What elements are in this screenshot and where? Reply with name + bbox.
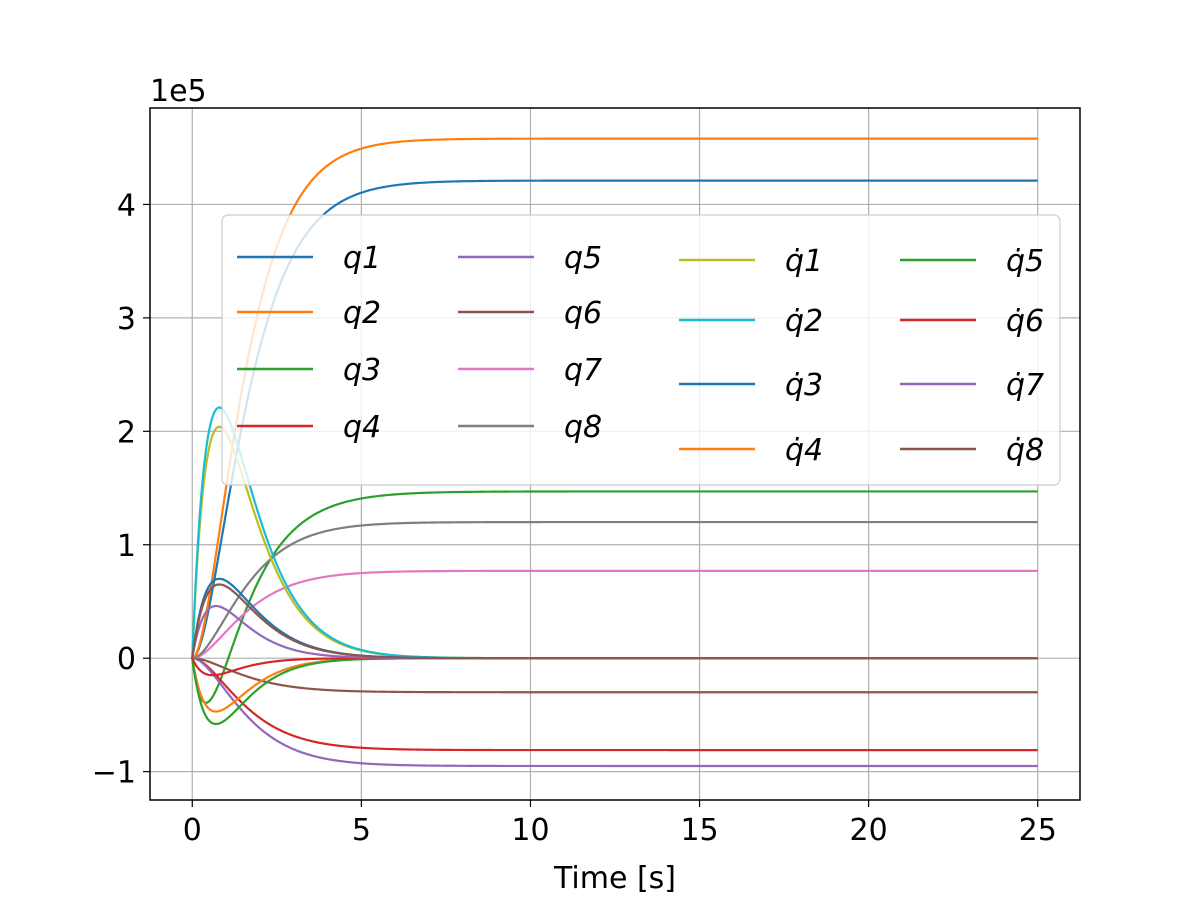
series-line bbox=[191, 657, 1038, 726]
y-tick-label: 2 bbox=[117, 415, 136, 450]
legend-label: q2 bbox=[343, 296, 381, 331]
y-tick-label: 1 bbox=[117, 529, 136, 564]
legend-label: q5 bbox=[564, 241, 602, 276]
series-line bbox=[191, 490, 1038, 704]
legend-label: q̇3 bbox=[785, 368, 823, 403]
legend-label: q8 bbox=[564, 410, 602, 445]
x-axis-ticks: 0 5 10 15 20 25 bbox=[183, 800, 1057, 848]
series-lines bbox=[191, 137, 1038, 768]
x-tick-label: 15 bbox=[680, 813, 718, 848]
series-line bbox=[192, 657, 1038, 768]
series-line bbox=[191, 577, 1038, 660]
y-axis-ticks: −1 0 1 2 3 4 bbox=[92, 188, 150, 791]
y-tick-label: 4 bbox=[117, 188, 136, 223]
legend: q1 q2 q3 q4 q5 q6 q7 q8 q̇1 q̇2 q̇3 q̇4 q̇5 q̇6 q̇7 q̇8 bbox=[221, 214, 1061, 486]
legend-label: q7 bbox=[564, 353, 602, 388]
y-tick-label: 0 bbox=[117, 642, 136, 677]
x-tick-label: 0 bbox=[183, 813, 202, 848]
legend-label: q̇6 bbox=[1006, 304, 1044, 339]
legend-label: q̇5 bbox=[1006, 244, 1044, 279]
x-tick-label: 25 bbox=[1019, 813, 1057, 848]
x-tick-label: 5 bbox=[352, 813, 371, 848]
x-tick-label: 20 bbox=[850, 813, 888, 848]
legend-label: q6 bbox=[564, 296, 602, 331]
y-tick-label: 3 bbox=[117, 302, 136, 337]
series-line bbox=[192, 569, 1038, 660]
y-tick-label: −1 bbox=[92, 756, 136, 791]
y-offset-label: 1e5 bbox=[150, 74, 207, 109]
plot-frame bbox=[149, 107, 1081, 801]
legend-label: q̇7 bbox=[1006, 368, 1044, 403]
series-line bbox=[191, 657, 1038, 713]
legend-label: q̇1 bbox=[785, 244, 823, 279]
legend-label: q3 bbox=[343, 353, 381, 388]
legend-label: q1 bbox=[343, 241, 381, 276]
legend-box bbox=[221, 214, 1061, 486]
legend-label: q4 bbox=[343, 410, 381, 445]
legend-label: q̇2 bbox=[785, 304, 823, 339]
legend-label: q̇8 bbox=[1006, 433, 1044, 468]
series-line bbox=[191, 583, 1038, 660]
x-tick-label: 10 bbox=[511, 813, 549, 848]
x-axis-label: Time [s] bbox=[553, 861, 676, 896]
series-line bbox=[192, 657, 1038, 752]
series-line bbox=[192, 657, 1038, 694]
legend-label: q̇4 bbox=[785, 433, 823, 468]
series-line bbox=[192, 520, 1038, 660]
